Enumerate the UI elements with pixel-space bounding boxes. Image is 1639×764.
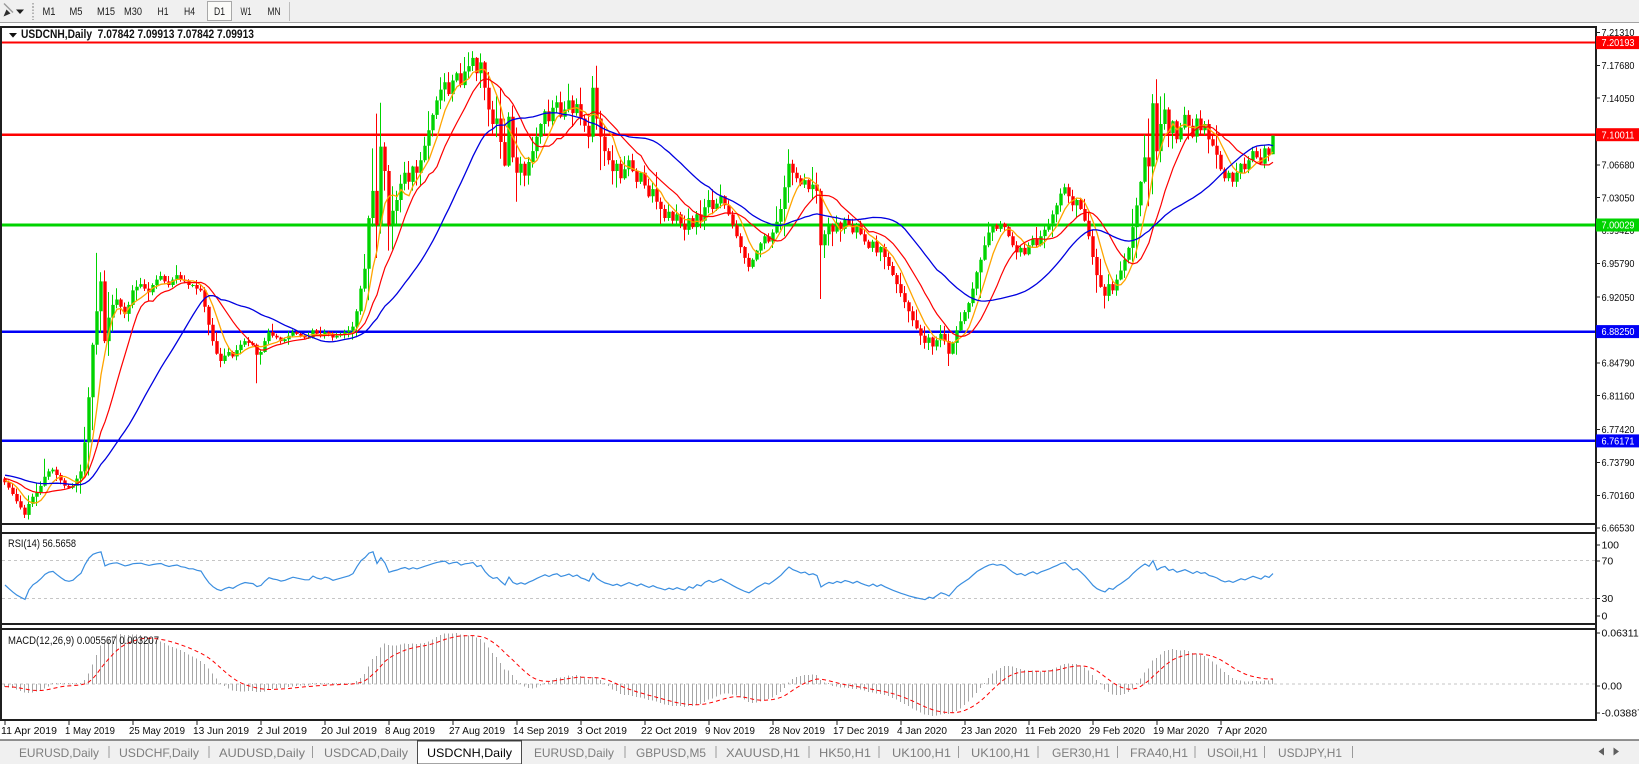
svg-text:6.81160: 6.81160	[1602, 390, 1635, 402]
svg-text:1 May 2019: 1 May 2019	[65, 725, 115, 737]
svg-text:EURUSD,Daily: EURUSD,Daily	[19, 746, 99, 760]
svg-text:M30: M30	[124, 6, 142, 18]
svg-text:4 Jan 2020: 4 Jan 2020	[897, 725, 947, 737]
svg-text:XAUUSD,H1: XAUUSD,H1	[726, 746, 800, 760]
svg-text:USDJPY,H1: USDJPY,H1	[1278, 746, 1342, 760]
svg-text:M1: M1	[43, 6, 56, 18]
svg-text:7.06680: 7.06680	[1602, 160, 1635, 172]
svg-text:70: 70	[1602, 556, 1614, 568]
svg-text:25 May 2019: 25 May 2019	[129, 725, 185, 737]
svg-text:28 Nov 2019: 28 Nov 2019	[769, 725, 825, 737]
svg-text:6.95790: 6.95790	[1602, 258, 1635, 270]
svg-text:0.00: 0.00	[1602, 681, 1623, 693]
svg-text:M5: M5	[70, 6, 83, 18]
svg-text:USDCNH,Daily: USDCNH,Daily	[427, 746, 512, 760]
svg-text:6.70160: 6.70160	[1602, 490, 1635, 502]
svg-text:W1: W1	[241, 6, 252, 18]
svg-text:29 Feb 2020: 29 Feb 2020	[1089, 725, 1145, 737]
svg-text:D1: D1	[214, 6, 225, 18]
svg-text:7 Apr 2020: 7 Apr 2020	[1217, 725, 1267, 737]
svg-text:7.03050: 7.03050	[1602, 192, 1635, 204]
svg-text:20 Jul 2019: 20 Jul 2019	[321, 725, 377, 737]
svg-text:HK50,H1: HK50,H1	[819, 746, 871, 760]
svg-text:UK100,H1: UK100,H1	[892, 746, 951, 760]
svg-text:RSI(14) 56.5658: RSI(14) 56.5658	[8, 538, 76, 550]
svg-text:MN: MN	[268, 6, 281, 18]
svg-text:7.00029: 7.00029	[1602, 220, 1635, 232]
svg-text:6.76171: 6.76171	[1602, 436, 1635, 448]
svg-text:FRA40,H1: FRA40,H1	[1130, 746, 1188, 760]
svg-text:6.66530: 6.66530	[1602, 523, 1635, 535]
svg-text:M15: M15	[97, 6, 115, 18]
svg-text:11 Apr 2019: 11 Apr 2019	[1, 725, 57, 737]
svg-text:14 Sep 2019: 14 Sep 2019	[513, 725, 569, 737]
svg-text:30: 30	[1602, 593, 1614, 605]
svg-text:23 Jan 2020: 23 Jan 2020	[961, 725, 1017, 737]
svg-text:6.84790: 6.84790	[1602, 358, 1635, 370]
svg-text:UK100,H1: UK100,H1	[971, 746, 1030, 760]
svg-text:2 Jul 2019: 2 Jul 2019	[257, 725, 307, 737]
svg-text:0: 0	[1602, 611, 1608, 623]
svg-text:13 Jun 2019: 13 Jun 2019	[193, 725, 249, 737]
svg-text:22 Oct 2019: 22 Oct 2019	[641, 725, 697, 737]
svg-text:7.17680: 7.17680	[1602, 60, 1635, 72]
svg-text:H4: H4	[184, 6, 195, 18]
svg-text:H1: H1	[158, 6, 169, 18]
svg-text:6.73790: 6.73790	[1602, 457, 1635, 469]
svg-text:EURUSD,Daily: EURUSD,Daily	[534, 746, 614, 760]
svg-text:AUDUSD,Daily: AUDUSD,Daily	[219, 746, 305, 760]
svg-text:USDCNH,Daily 7.07842 7.09913: USDCNH,Daily 7.07842 7.09913 7.07842 7.0…	[21, 29, 254, 41]
svg-text:6.77420: 6.77420	[1602, 424, 1635, 436]
svg-text:USDCAD,Daily: USDCAD,Daily	[324, 746, 408, 760]
svg-text:11 Feb 2020: 11 Feb 2020	[1025, 725, 1081, 737]
svg-text:19 Mar 2020: 19 Mar 2020	[1153, 725, 1209, 737]
svg-text:MACD(12,26,9) 0.005567 0.00320: MACD(12,26,9) 0.005567 0.003207	[8, 635, 159, 647]
svg-text:GER30,H1: GER30,H1	[1052, 746, 1110, 760]
svg-text:GBPUSD,M5: GBPUSD,M5	[636, 746, 706, 760]
svg-text:6.92050: 6.92050	[1602, 292, 1635, 304]
svg-text:USDCHF,Daily: USDCHF,Daily	[119, 746, 199, 760]
svg-text:3 Oct 2019: 3 Oct 2019	[577, 725, 627, 737]
svg-text:0.063113: 0.063113	[1602, 628, 1639, 640]
svg-text:100: 100	[1602, 540, 1620, 552]
svg-text:17 Dec 2019: 17 Dec 2019	[833, 725, 889, 737]
svg-text:7.20193: 7.20193	[1602, 37, 1635, 49]
svg-text:8 Aug 2019: 8 Aug 2019	[385, 725, 435, 737]
svg-text:7.14050: 7.14050	[1602, 93, 1635, 105]
svg-text:-0.038872: -0.038872	[1602, 708, 1639, 720]
svg-text:USOil,H1: USOil,H1	[1207, 746, 1258, 760]
svg-text:9 Nov 2019: 9 Nov 2019	[705, 725, 755, 737]
svg-text:6.88250: 6.88250	[1602, 326, 1635, 338]
svg-text:7.10011: 7.10011	[1602, 129, 1635, 141]
svg-text:27 Aug 2019: 27 Aug 2019	[449, 725, 505, 737]
